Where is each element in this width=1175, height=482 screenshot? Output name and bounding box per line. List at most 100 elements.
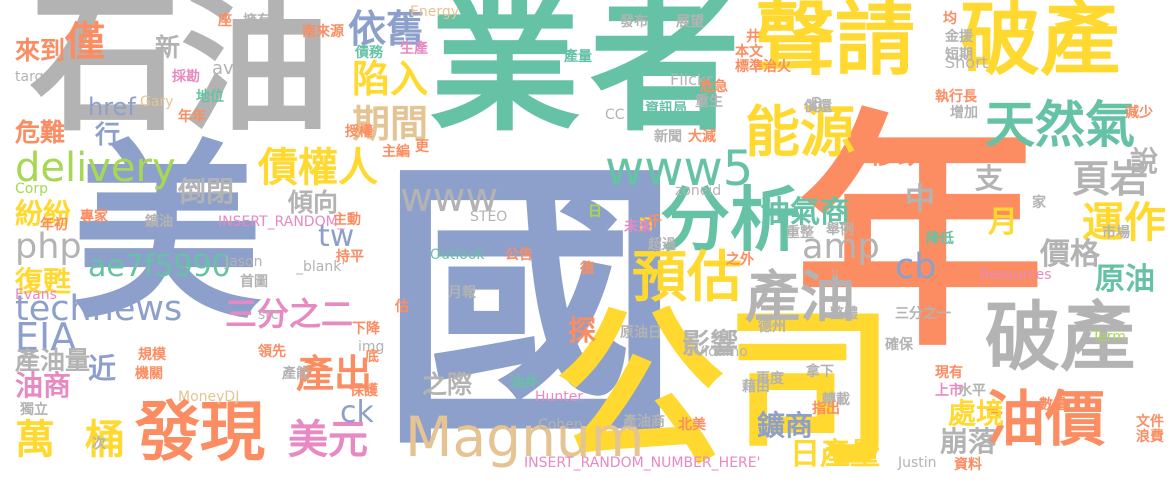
word-richanliang: 日產量 — [790, 437, 880, 472]
word-yunzuo: 運作 — [1082, 198, 1167, 247]
word-sanfenzhier: 三分之二 — [225, 295, 354, 333]
word-tw: tw — [318, 219, 355, 254]
word-ci: 次 — [92, 436, 106, 452]
word-outlook: Outlook — [430, 247, 485, 263]
word-faxian: 發現 — [135, 395, 266, 470]
word-zhuanjia: 專家 — [80, 209, 108, 225]
word-duli: 獨立 — [20, 402, 48, 418]
word-delivery: delivery — [15, 145, 176, 191]
word-jia: 家 — [1032, 195, 1046, 211]
word-technews: technews — [15, 289, 183, 329]
word-de: 德 — [580, 261, 594, 277]
word-chanyou: 產油 — [745, 265, 856, 329]
word-guo: 國 — [380, 135, 680, 482]
word-beimei: 北美 — [678, 417, 706, 433]
word-bengluo: 崩落 — [940, 425, 997, 458]
word-yuanyouri: 原油日 — [620, 325, 662, 341]
word-chanyouliang: 產油量 — [15, 346, 91, 375]
word-zhengti: 整體 — [830, 306, 858, 322]
word-nanlaiyuan: 南來源 — [302, 24, 344, 40]
word-cohen: Cohen — [538, 417, 583, 433]
word-yongyou: 擁有 — [243, 13, 271, 29]
word-jason: Jason — [225, 254, 263, 270]
word-href: href — [88, 93, 136, 121]
word-src: src — [258, 307, 279, 323]
word-wan: 萬 — [15, 417, 55, 463]
word-shuo: 說 — [1130, 145, 1159, 178]
word-energy: Energy — [410, 4, 460, 20]
word-fabu: 發布 — [620, 14, 648, 30]
word-zengjia: 增加 — [950, 105, 978, 121]
word-di: 底 — [365, 349, 379, 365]
word-yuanyou: 原油 — [1095, 262, 1155, 297]
word-baobao: 保護 — [350, 383, 378, 399]
word-tong: 桶 — [85, 417, 125, 463]
word-kuangshang: 鑛商 — [757, 409, 814, 442]
word-www: www — [400, 175, 499, 221]
word-youqishang: 油氣商 — [760, 195, 850, 230]
word-chaoyue: 超過 — [648, 237, 676, 253]
word-yeyan: 頁岩 — [1072, 157, 1149, 201]
word-php: php — [15, 227, 82, 267]
word-shuiping: 水平 — [958, 383, 986, 399]
word-zhanwang: 展望 — [676, 14, 704, 30]
word-flickr: Flickr — [670, 70, 713, 89]
word-cb: cb — [895, 247, 937, 287]
word-zhaiwu: 債務 — [355, 45, 383, 61]
word-benwen: 本文 — [735, 44, 763, 60]
word-n: n — [638, 208, 654, 237]
word-jinyuan: 金援 — [945, 29, 973, 45]
word-shoutu: 首圖 — [240, 274, 268, 290]
word-chiping: 持平 — [336, 249, 364, 265]
word-magnum: Magnum — [405, 405, 645, 469]
word-gonggao: 公告 — [505, 247, 533, 263]
word-nianian: 年年 — [178, 109, 206, 125]
word-shiyou: 石油 — [30, 0, 331, 152]
word-term: Term — [1092, 329, 1126, 345]
word-kuangyou: 鑛油 — [145, 214, 173, 230]
word-img: img — [358, 339, 385, 355]
word-sanfenzhiyi: 三分之一 — [895, 306, 951, 322]
word-nengyuan: 能源 — [745, 100, 856, 164]
word-pochan2: 破產 — [985, 293, 1136, 381]
word-zhiwai: 之外 — [726, 252, 754, 268]
word-shengqing: 聲請 — [755, 0, 915, 86]
word-zhaiquanren: 債權人 — [258, 145, 378, 191]
word-avw: avw — [212, 58, 249, 79]
word-weinan: 危難 — [15, 118, 66, 147]
word-mei: 美 — [72, 124, 263, 345]
word-zoneid: zoneid — [675, 183, 722, 199]
word-yugu: 預估 — [632, 245, 743, 309]
word-a: a — [810, 90, 824, 115]
word-xin: 新 — [155, 33, 181, 62]
word-dezhou: 德州 — [758, 319, 786, 335]
word-EIA: EIA — [15, 315, 77, 359]
word-changhuan: 償還 — [804, 99, 832, 115]
word-zhichu: 指出 — [812, 401, 840, 417]
word-gu: 估 — [395, 299, 409, 315]
word-insertrand: INSERT_RANDOM_ — [218, 214, 345, 230]
word-evans: Evans — [15, 287, 57, 303]
word-dajian: 大減 — [688, 129, 716, 145]
word-tan: 探 — [568, 314, 597, 347]
word-insertrandnum: INSERT_RANDOM_NUMBER_HERE' — [524, 455, 761, 471]
word-shouquan: 授權 — [345, 124, 373, 140]
word-zhudong: 主動 — [333, 212, 361, 228]
word-shichang: 市場 — [1102, 225, 1130, 241]
word-yuebao: 月報 — [448, 285, 476, 301]
word-shuliang: 數量 — [1039, 397, 1067, 413]
word-zaidu: 再度 — [756, 371, 784, 387]
word-gary: Gary — [140, 94, 174, 110]
word-chanchu: 產出 — [296, 352, 373, 396]
word-weiji: 危急 — [700, 79, 728, 95]
word-jiangdi: 降低 — [926, 231, 954, 247]
word-moneydj: MoneyDJ — [178, 389, 240, 405]
word-youjing: 油井 — [510, 375, 538, 391]
word-nian: 年 — [795, 89, 1045, 380]
word-qingxiang: 傾向 — [288, 188, 339, 217]
word-ranliao: 燃料 — [818, 264, 846, 280]
word-duanqi: 短期 — [945, 47, 973, 63]
word-ae7f: ae7f5990 — [88, 249, 231, 284]
word-meiyuan: 美元 — [288, 417, 368, 463]
word-zhuanzai: 轉載 — [822, 392, 850, 408]
